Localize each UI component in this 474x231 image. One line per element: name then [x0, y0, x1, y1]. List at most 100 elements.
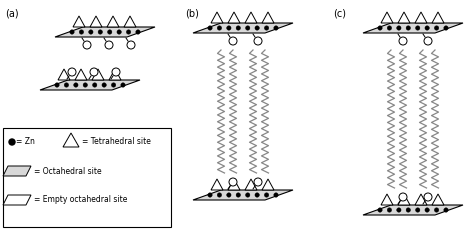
Circle shape — [136, 30, 140, 34]
Polygon shape — [211, 12, 223, 23]
Circle shape — [434, 26, 439, 30]
Circle shape — [397, 26, 401, 30]
Circle shape — [227, 26, 231, 30]
Circle shape — [399, 193, 407, 201]
Polygon shape — [245, 12, 257, 23]
Text: (a): (a) — [5, 8, 18, 18]
Circle shape — [9, 139, 15, 145]
Polygon shape — [40, 80, 140, 90]
Polygon shape — [73, 16, 85, 27]
Text: (b): (b) — [185, 8, 199, 18]
Circle shape — [274, 193, 278, 197]
Circle shape — [274, 26, 278, 30]
Circle shape — [397, 208, 401, 212]
Circle shape — [83, 83, 88, 87]
Circle shape — [444, 26, 448, 30]
FancyBboxPatch shape — [3, 128, 171, 227]
Circle shape — [254, 178, 262, 186]
Circle shape — [416, 208, 420, 212]
Circle shape — [83, 41, 91, 49]
Circle shape — [55, 83, 59, 87]
Circle shape — [227, 193, 231, 197]
Polygon shape — [381, 12, 393, 23]
Circle shape — [229, 37, 237, 45]
Circle shape — [425, 208, 429, 212]
Circle shape — [387, 26, 392, 30]
Circle shape — [406, 26, 410, 30]
Circle shape — [236, 26, 240, 30]
Polygon shape — [363, 205, 463, 215]
Text: = Empty octahedral site: = Empty octahedral site — [34, 195, 128, 204]
Polygon shape — [398, 194, 410, 205]
Polygon shape — [109, 69, 121, 80]
Circle shape — [68, 68, 76, 76]
Circle shape — [444, 208, 448, 212]
Circle shape — [98, 30, 102, 34]
Polygon shape — [432, 194, 444, 205]
Circle shape — [127, 30, 131, 34]
Circle shape — [89, 30, 93, 34]
Polygon shape — [193, 23, 293, 33]
Polygon shape — [3, 195, 31, 205]
Polygon shape — [92, 69, 104, 80]
Text: (c): (c) — [333, 8, 346, 18]
Circle shape — [208, 193, 212, 197]
Circle shape — [255, 26, 259, 30]
Polygon shape — [415, 12, 427, 23]
Circle shape — [79, 30, 83, 34]
Polygon shape — [211, 179, 223, 190]
Polygon shape — [75, 69, 87, 80]
Circle shape — [90, 68, 98, 76]
Polygon shape — [193, 190, 293, 200]
Polygon shape — [432, 12, 444, 23]
Circle shape — [416, 26, 420, 30]
Polygon shape — [107, 16, 119, 27]
Circle shape — [246, 193, 250, 197]
Circle shape — [406, 208, 410, 212]
Circle shape — [217, 193, 222, 197]
Polygon shape — [363, 23, 463, 33]
Circle shape — [255, 193, 259, 197]
Text: = Tetrahedral site: = Tetrahedral site — [82, 137, 151, 146]
Circle shape — [387, 208, 392, 212]
Circle shape — [378, 26, 382, 30]
Circle shape — [378, 208, 382, 212]
Polygon shape — [245, 179, 257, 190]
Polygon shape — [262, 12, 274, 23]
Circle shape — [236, 193, 240, 197]
Circle shape — [434, 208, 439, 212]
Circle shape — [208, 26, 212, 30]
Polygon shape — [3, 166, 31, 176]
Circle shape — [73, 83, 78, 87]
Polygon shape — [262, 179, 274, 190]
Polygon shape — [124, 16, 136, 27]
Circle shape — [425, 26, 429, 30]
Circle shape — [111, 83, 116, 87]
Circle shape — [217, 26, 222, 30]
Polygon shape — [58, 69, 70, 80]
Circle shape — [70, 30, 74, 34]
Circle shape — [121, 83, 125, 87]
Circle shape — [246, 26, 250, 30]
Text: = Octahedral site: = Octahedral site — [34, 167, 101, 176]
Polygon shape — [63, 133, 79, 147]
Circle shape — [127, 41, 135, 49]
Circle shape — [105, 41, 113, 49]
Text: = Zn: = Zn — [16, 137, 35, 146]
Polygon shape — [55, 27, 155, 37]
Circle shape — [264, 193, 269, 197]
Circle shape — [108, 30, 112, 34]
Circle shape — [64, 83, 69, 87]
Circle shape — [117, 30, 121, 34]
Polygon shape — [228, 12, 240, 23]
Circle shape — [399, 37, 407, 45]
Polygon shape — [90, 16, 102, 27]
Circle shape — [254, 37, 262, 45]
Polygon shape — [381, 194, 393, 205]
Polygon shape — [398, 12, 410, 23]
Circle shape — [264, 26, 269, 30]
Circle shape — [229, 178, 237, 186]
Circle shape — [424, 37, 432, 45]
Circle shape — [424, 193, 432, 201]
Polygon shape — [415, 194, 427, 205]
